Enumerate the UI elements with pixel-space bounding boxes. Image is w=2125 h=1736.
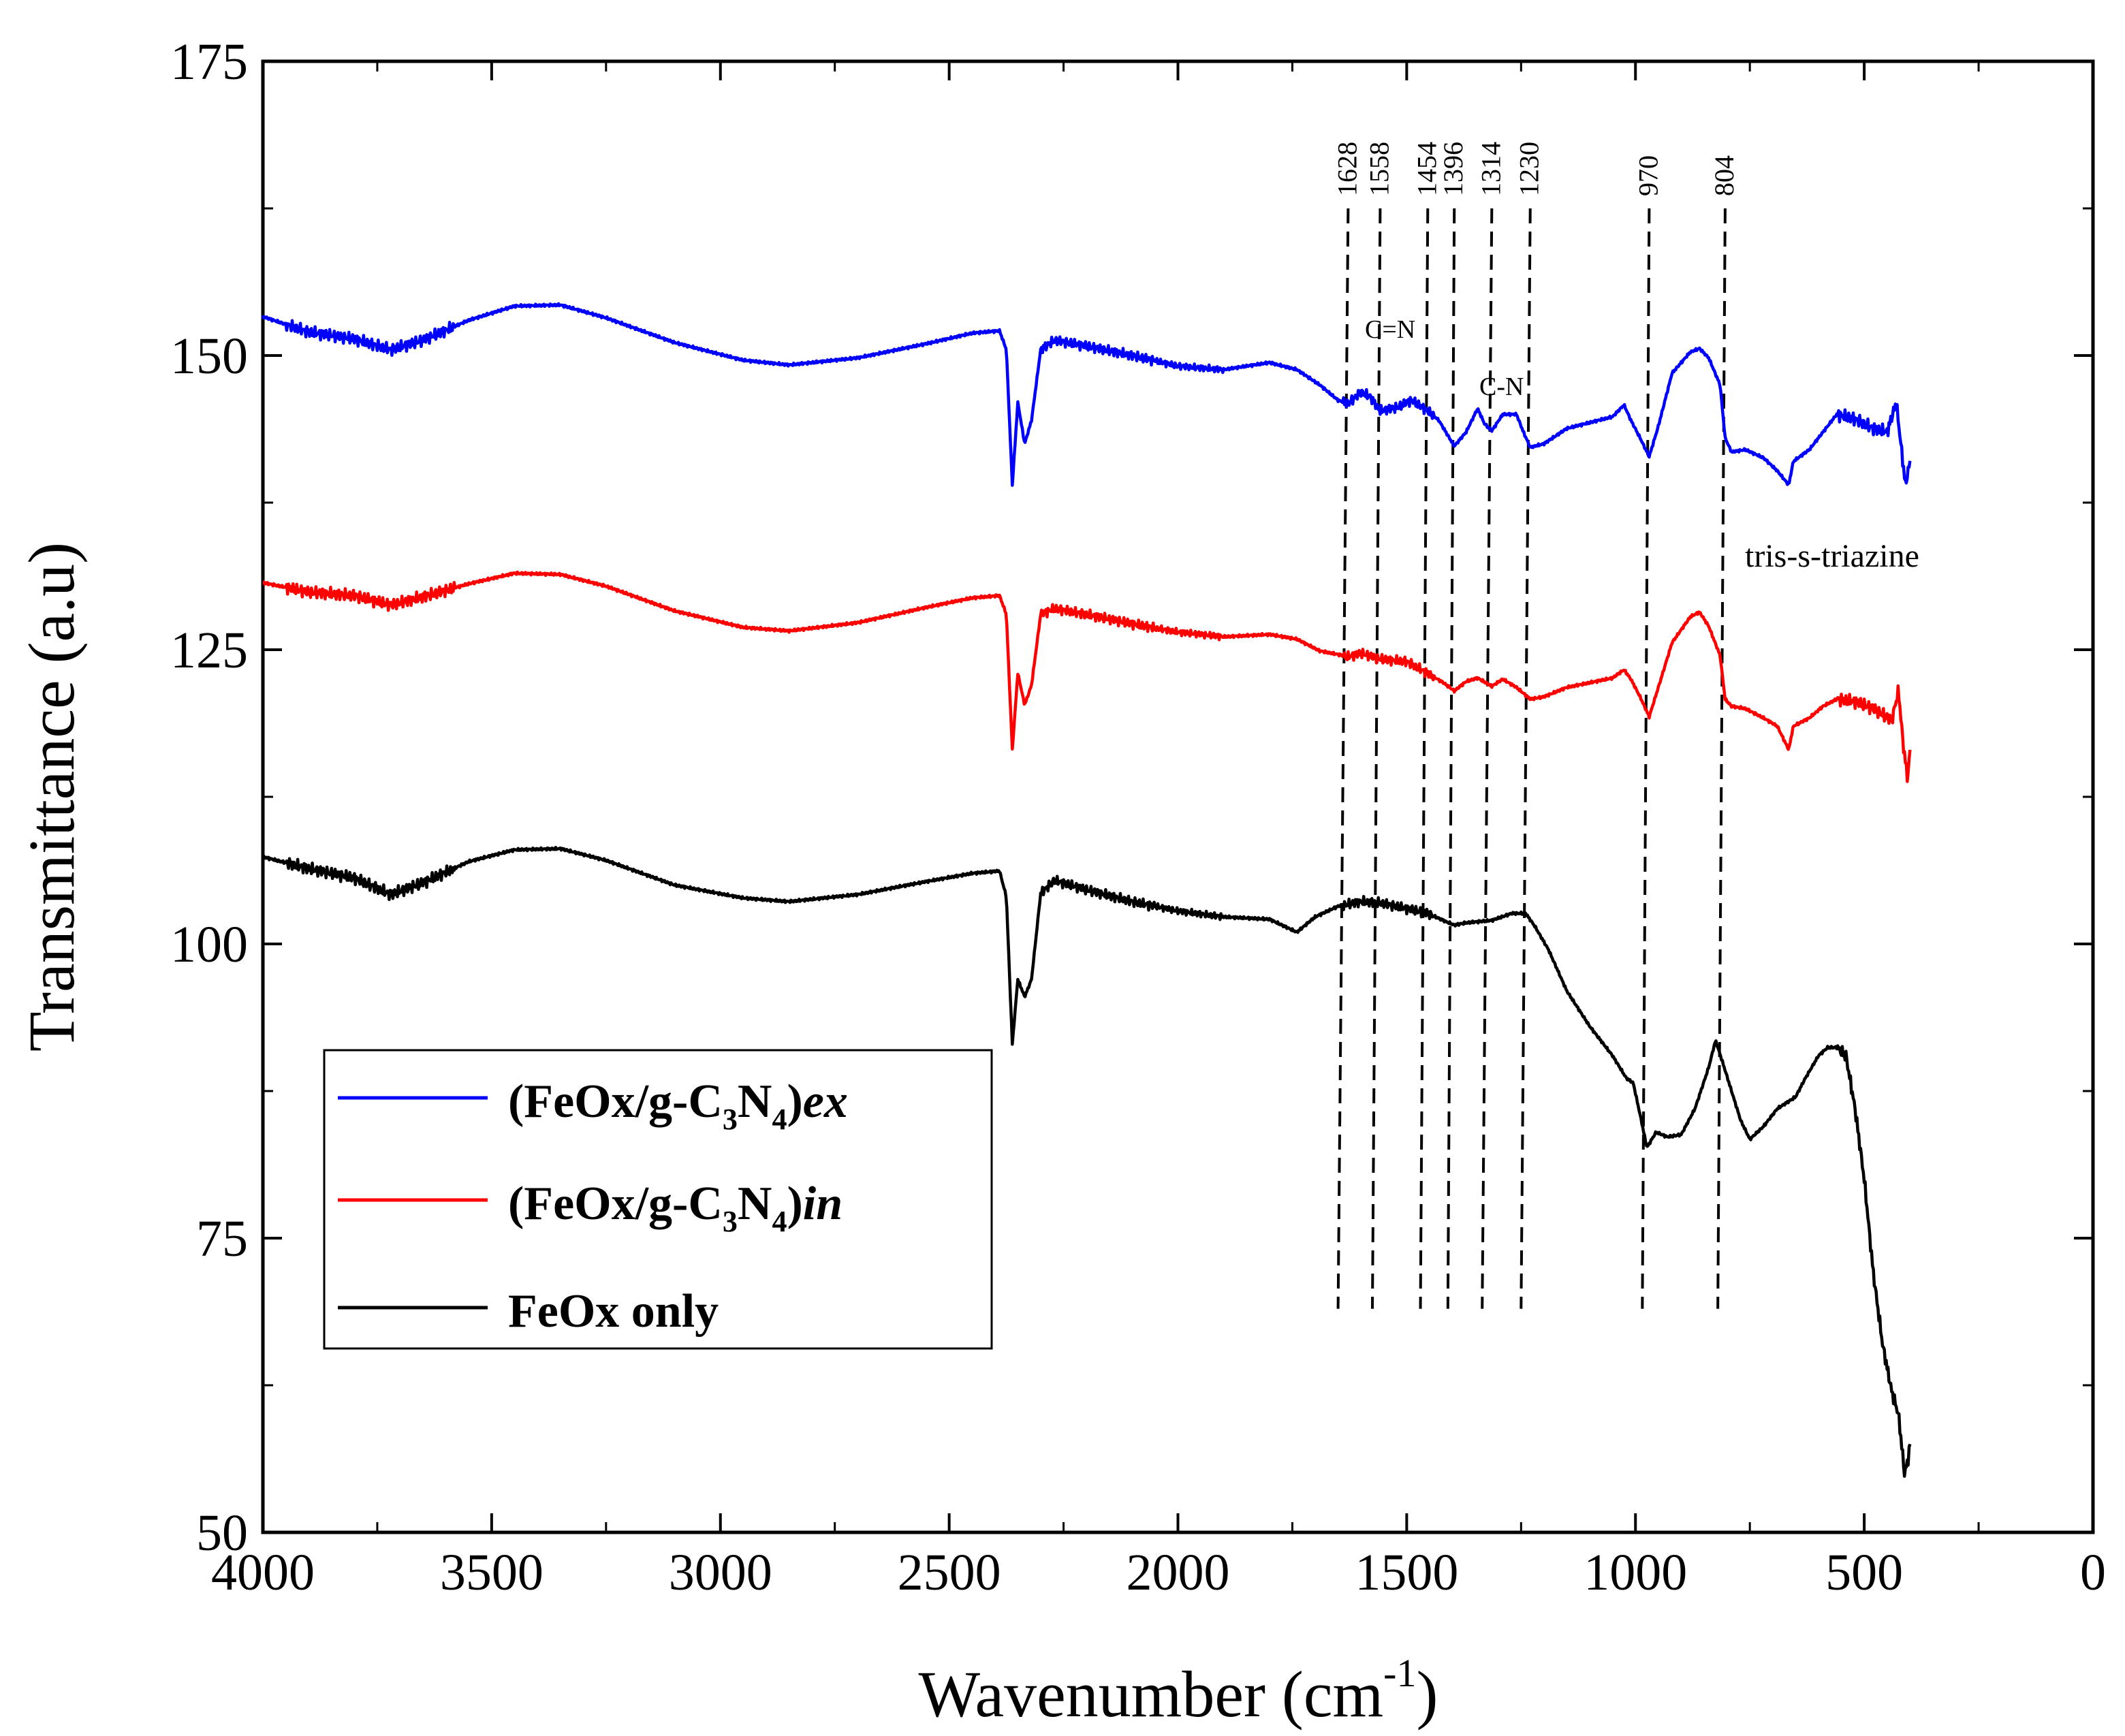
x-tick-label: 4000 (211, 1544, 315, 1601)
peak-label: 1396 (1438, 142, 1468, 196)
legend-in-sub3: 3 (723, 1205, 738, 1238)
x-axis-title: Wavenumber (cm-1) (919, 1651, 1438, 1731)
legend-in-close: ) (787, 1178, 802, 1230)
peak-label: 970 (1633, 155, 1663, 196)
y-tick-label: 175 (170, 33, 248, 91)
peak-line (1520, 208, 1532, 1309)
peak-label: 1454 (1411, 142, 1442, 196)
peak-line (1370, 208, 1382, 1309)
x-tick-label: 2500 (898, 1544, 1001, 1601)
legend-ex-part1: (FeOx/g-C (508, 1075, 723, 1128)
x-tick-label: 3000 (669, 1544, 772, 1601)
peak-line (1419, 208, 1430, 1309)
legend-ex-n: N (738, 1075, 772, 1128)
legend-ex-sub4: 4 (772, 1103, 787, 1136)
legend-label-ex: (FeOx/g-C3N4)ex (508, 1075, 848, 1136)
y-tick-label: 75 (196, 1210, 248, 1267)
series-line (262, 845, 1912, 1478)
y-tick-label: 150 (170, 328, 248, 385)
x-tick-label: 1000 (1584, 1544, 1687, 1601)
y-tick-label: 125 (170, 622, 248, 679)
peak-line (1446, 208, 1456, 1309)
axis-ticks: 4000 3500 3000 2500 2000 1500 1000 500 0 50 75 100 1… (170, 33, 2106, 1601)
annotation-c-single-n: C-N (1479, 373, 1524, 401)
peak-line (1481, 208, 1494, 1309)
x-tick-label: 1500 (1355, 1544, 1458, 1601)
x-axis-title-superscript: -1 (1383, 1651, 1416, 1695)
peak-label: 1628 (1332, 142, 1362, 196)
legend-ex-sub3: 3 (723, 1103, 738, 1136)
peak-label: 1314 (1475, 142, 1506, 196)
peak-line (1716, 208, 1727, 1309)
x-tick-label: 0 (2080, 1544, 2106, 1601)
series-line (261, 302, 1912, 487)
annotation-c-double-n: C=N (1365, 315, 1415, 344)
y-axis-title: Transmittance (a.u) (15, 542, 88, 1052)
peak-line (1336, 208, 1350, 1309)
x-axis-title-close: ) (1417, 1658, 1438, 1731)
legend-label-feox: FeOx only (508, 1285, 719, 1338)
legend: (FeOx/g-C3N4)ex (FeOx/g-C3N4)in FeOx onl… (323, 1049, 993, 1350)
legend-in-n: N (738, 1178, 772, 1230)
series-line (262, 570, 1912, 783)
peak-label: 804 (1709, 155, 1740, 196)
legend-ex-close: ) (787, 1075, 802, 1128)
x-tick-label: 500 (1825, 1544, 1903, 1601)
y-tick-label: 50 (196, 1504, 248, 1562)
legend-ex-suffix: ex (803, 1075, 848, 1128)
peak-label: 1230 (1514, 142, 1545, 196)
legend-in-suffix: in (803, 1178, 843, 1230)
y-tick-label: 100 (170, 916, 248, 973)
legend-label-in: (FeOx/g-C3N4)in (508, 1178, 843, 1238)
legend-in-part1: (FeOx/g-C (508, 1178, 723, 1230)
x-axis-title-main: Wavenumber (cm (919, 1658, 1384, 1731)
legend-in-sub4: 4 (772, 1205, 787, 1238)
annotation-tris-s-triazine: tris-s-triazine (1745, 538, 1919, 574)
x-tick-label: 3500 (440, 1544, 544, 1601)
x-tick-label: 2000 (1127, 1544, 1230, 1601)
series-group (261, 302, 1912, 1478)
peak-label: 1558 (1364, 142, 1394, 196)
